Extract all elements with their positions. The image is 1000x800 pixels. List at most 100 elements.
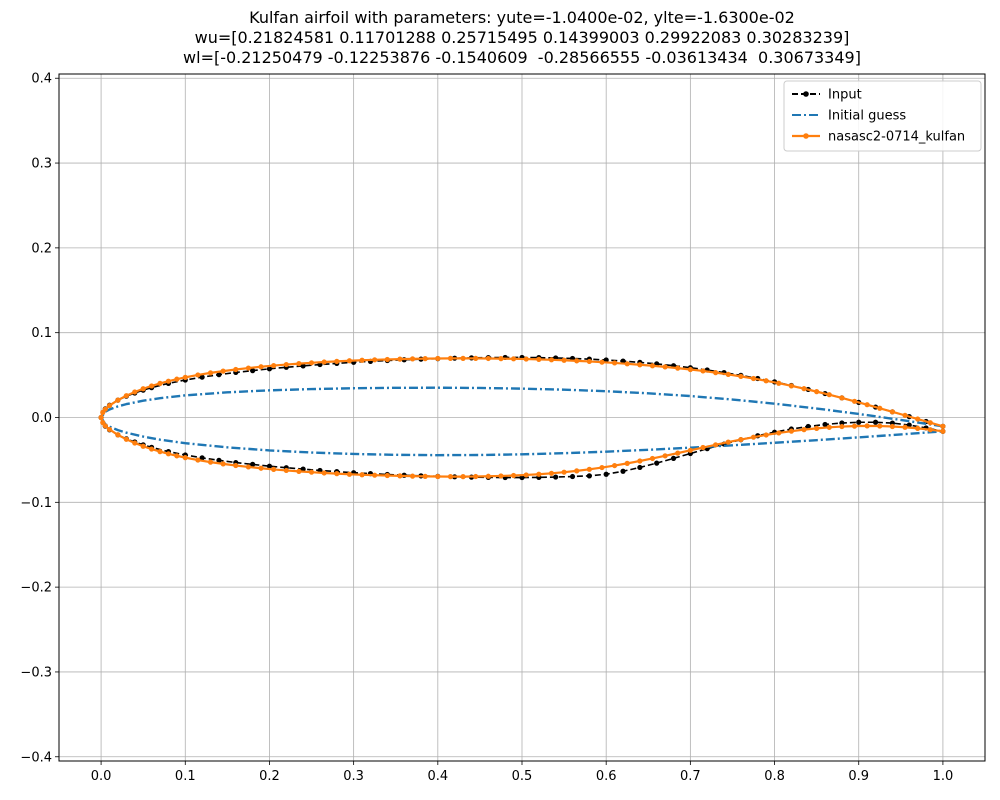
data-point <box>889 423 896 430</box>
data-point <box>675 450 681 456</box>
data-point <box>132 389 138 395</box>
x-tick-label: 0.5 <box>512 769 533 784</box>
x-tick-label: 0.8 <box>764 769 785 784</box>
data-point <box>612 360 618 366</box>
legend-label-nasasc2-0714-kulfan: nasasc2-0714_kulfan <box>828 130 965 145</box>
data-point <box>523 472 529 478</box>
data-point <box>864 423 870 429</box>
data-point <box>220 461 226 467</box>
data-point <box>250 461 256 467</box>
data-point <box>725 371 731 378</box>
data-point <box>140 443 146 449</box>
data-point <box>115 432 121 438</box>
data-point <box>207 459 214 465</box>
data-point <box>220 368 226 374</box>
data-point <box>763 378 769 384</box>
data-point <box>271 362 277 369</box>
data-point <box>106 426 113 433</box>
data-point <box>334 471 340 477</box>
data-point <box>271 466 277 473</box>
data-point <box>199 374 205 380</box>
data-point <box>372 357 378 363</box>
data-point <box>422 473 428 479</box>
data-point <box>700 368 706 374</box>
series-initial-guess <box>99 386 944 457</box>
data-point <box>157 449 163 455</box>
data-point <box>523 356 529 362</box>
title-line-1: Kulfan airfoil with parameters: yute=-1.… <box>249 8 795 27</box>
data-point <box>889 409 896 415</box>
data-point <box>763 432 769 438</box>
series-line-initial-guess <box>99 386 944 457</box>
data-point <box>586 466 592 472</box>
x-tick-label: 1.0 <box>933 769 954 784</box>
data-point <box>599 359 605 365</box>
data-point <box>620 468 626 474</box>
data-point <box>902 424 908 430</box>
legend-label-initial-guess: Initial guess <box>828 109 906 124</box>
x-tick-label: 0.4 <box>427 769 448 784</box>
data-point <box>839 423 845 430</box>
data-point <box>283 361 289 368</box>
data-point <box>599 464 605 471</box>
y-tick-label: 0.4 <box>31 72 52 87</box>
axis-ticks: 0.0 0.1 0.2 0.3 0.4 0.5 0.6 0.7 0.8 0.9 1.0 −0.4 −0.… <box>20 72 953 784</box>
data-point <box>123 393 129 399</box>
data-point <box>165 451 172 457</box>
grid-lines <box>59 74 985 761</box>
data-point <box>561 469 567 475</box>
data-point <box>915 425 921 431</box>
data-point <box>826 392 832 398</box>
data-point <box>856 419 862 425</box>
data-point <box>927 420 933 426</box>
data-point <box>132 440 138 446</box>
data-point <box>654 460 660 466</box>
data-point <box>687 447 693 453</box>
data-point <box>906 422 912 428</box>
y-tick-label: 0.2 <box>31 241 52 256</box>
data-point <box>687 366 693 373</box>
data-point <box>498 356 504 362</box>
data-point <box>199 455 205 461</box>
data-point <box>536 471 542 477</box>
data-point <box>788 383 794 389</box>
data-point <box>422 356 428 362</box>
data-point <box>409 356 416 362</box>
x-tick-label: 0.3 <box>343 769 364 784</box>
data-point <box>182 374 188 380</box>
data-point <box>174 376 180 382</box>
data-point <box>216 372 222 378</box>
data-point <box>149 383 155 389</box>
data-point <box>195 372 201 378</box>
data-point <box>258 465 264 471</box>
data-point <box>140 386 146 392</box>
data-point <box>801 386 807 392</box>
data-point <box>822 421 828 428</box>
data-point <box>435 473 441 480</box>
data-point <box>233 366 239 373</box>
data-point <box>123 436 129 442</box>
x-tick-label: 0.2 <box>259 769 280 784</box>
data-point <box>300 363 306 369</box>
x-tick-label: 0.9 <box>848 769 869 784</box>
data-point <box>662 364 668 370</box>
data-point <box>447 474 454 480</box>
data-point <box>473 473 479 480</box>
data-point <box>321 470 327 476</box>
y-tick-label: 0.1 <box>31 326 52 341</box>
data-point <box>805 423 811 430</box>
data-point <box>738 436 744 443</box>
data-point <box>460 474 466 480</box>
data-point <box>447 355 454 361</box>
data-point <box>321 359 327 365</box>
data-point <box>814 389 820 395</box>
data-point <box>548 357 555 363</box>
series-nasasc2-0714-kulfan <box>98 355 946 480</box>
data-point <box>372 472 378 478</box>
data-point <box>485 473 491 479</box>
data-point <box>574 468 580 474</box>
data-point <box>877 423 883 429</box>
x-tick-label: 0.1 <box>175 769 196 784</box>
data-point <box>940 423 946 429</box>
data-point <box>872 419 879 425</box>
